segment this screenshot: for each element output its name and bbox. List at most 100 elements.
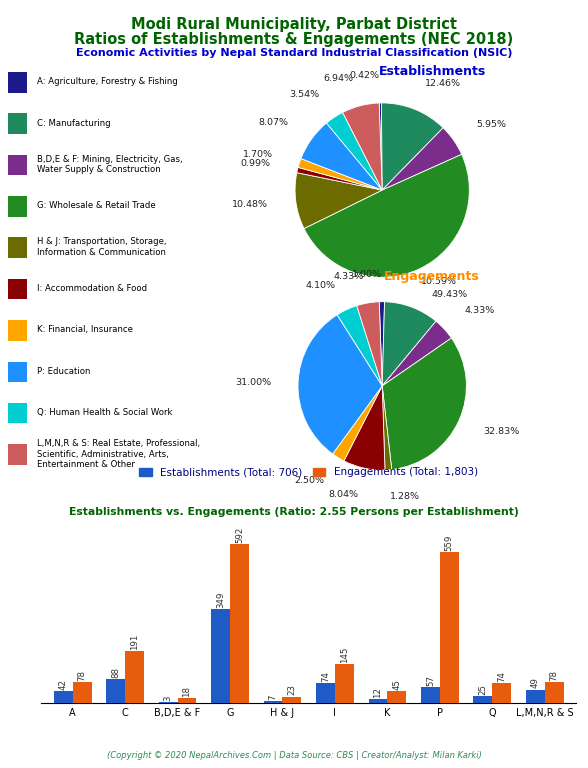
Text: 1.00%: 1.00% [352, 270, 382, 280]
Text: 349: 349 [216, 591, 225, 607]
Text: 78: 78 [78, 670, 86, 680]
Text: 3.54%: 3.54% [289, 90, 319, 98]
FancyBboxPatch shape [8, 444, 27, 465]
Text: 23: 23 [288, 684, 296, 696]
FancyBboxPatch shape [8, 362, 27, 382]
Text: A: Agriculture, Forestry & Fishing: A: Agriculture, Forestry & Fishing [36, 78, 178, 87]
Text: 18: 18 [182, 686, 192, 697]
Text: 0.42%: 0.42% [350, 71, 380, 80]
Text: 10.59%: 10.59% [422, 277, 457, 286]
Wedge shape [382, 321, 452, 386]
Text: 12: 12 [373, 687, 382, 698]
Text: 4.10%: 4.10% [305, 280, 335, 290]
Wedge shape [298, 315, 382, 454]
Text: 45: 45 [392, 679, 402, 690]
Text: Ratios of Establishments & Engagements (NEC 2018): Ratios of Establishments & Engagements (… [74, 32, 514, 48]
Text: 145: 145 [340, 646, 349, 663]
Text: H & J: Transportation, Storage,
Information & Communication: H & J: Transportation, Storage, Informat… [36, 237, 166, 257]
Wedge shape [379, 103, 382, 190]
Bar [369, 700, 387, 703]
Bar [544, 682, 564, 703]
Bar [440, 552, 459, 703]
Text: Establishments vs. Engagements (Ratio: 2.55 Persons per Establishment): Establishments vs. Engagements (Ratio: 2… [69, 507, 519, 517]
Text: C: Manufacturing: C: Manufacturing [36, 119, 110, 127]
Bar [106, 679, 125, 703]
FancyBboxPatch shape [8, 320, 27, 341]
Wedge shape [295, 173, 382, 229]
Text: K: Financial, Insurance: K: Financial, Insurance [36, 326, 132, 335]
Wedge shape [297, 167, 382, 190]
Text: 7: 7 [269, 694, 278, 700]
Text: Modi Rural Municipality, Parbat District: Modi Rural Municipality, Parbat District [131, 17, 457, 32]
Text: 4.33%: 4.33% [464, 306, 495, 316]
FancyBboxPatch shape [8, 403, 27, 423]
Wedge shape [379, 302, 385, 386]
Text: (Copyright © 2020 NepalArchives.Com | Data Source: CBS | Creator/Analyst: Milan : (Copyright © 2020 NepalArchives.Com | Da… [106, 751, 482, 760]
Text: Q: Human Health & Social Work: Q: Human Health & Social Work [36, 408, 172, 417]
Bar [387, 690, 406, 703]
Wedge shape [304, 154, 469, 277]
Wedge shape [301, 123, 382, 190]
Bar [178, 698, 196, 703]
Text: 74: 74 [321, 670, 330, 682]
Bar [473, 696, 492, 703]
Text: 31.00%: 31.00% [235, 378, 271, 387]
Bar [335, 664, 354, 703]
Bar [421, 687, 440, 703]
Text: Economic Activities by Nepal Standard Industrial Classification (NSIC): Economic Activities by Nepal Standard In… [76, 48, 512, 58]
Wedge shape [343, 103, 382, 190]
Text: I: Accommodation & Food: I: Accommodation & Food [36, 284, 146, 293]
Wedge shape [298, 158, 382, 190]
Text: 88: 88 [111, 667, 120, 678]
Text: 8.04%: 8.04% [328, 490, 358, 499]
Bar [526, 690, 544, 703]
Text: 12.46%: 12.46% [425, 79, 461, 88]
Bar [316, 683, 335, 703]
Text: 0.99%: 0.99% [240, 159, 270, 168]
Text: 25: 25 [479, 684, 487, 695]
Wedge shape [357, 302, 382, 386]
Wedge shape [326, 112, 382, 190]
Text: 10.48%: 10.48% [232, 200, 268, 210]
Bar [125, 651, 144, 703]
FancyBboxPatch shape [8, 279, 27, 300]
Text: 32.83%: 32.83% [483, 427, 520, 436]
Bar [211, 609, 230, 703]
Bar [73, 682, 92, 703]
Text: Establishments: Establishments [379, 65, 486, 78]
Text: 1.70%: 1.70% [243, 150, 273, 159]
Text: P: Education: P: Education [36, 367, 90, 376]
Bar [54, 691, 73, 703]
Wedge shape [337, 306, 382, 386]
FancyBboxPatch shape [8, 237, 27, 258]
FancyBboxPatch shape [8, 155, 27, 175]
Wedge shape [382, 127, 462, 190]
Text: 8.07%: 8.07% [259, 118, 289, 127]
Wedge shape [382, 338, 466, 469]
Text: 191: 191 [130, 634, 139, 650]
Legend: Establishments (Total: 706), Engagements (Total: 1,803): Establishments (Total: 706), Engagements… [135, 463, 482, 482]
Bar [492, 683, 511, 703]
Text: 49.43%: 49.43% [431, 290, 467, 299]
Text: 74: 74 [497, 670, 506, 682]
Bar [230, 544, 249, 703]
Text: B,D,E & F: Mining, Electricity, Gas,
Water Supply & Construction: B,D,E & F: Mining, Electricity, Gas, Wat… [36, 154, 182, 174]
FancyBboxPatch shape [8, 72, 27, 93]
FancyBboxPatch shape [8, 196, 27, 217]
Text: 4.33%: 4.33% [333, 272, 363, 281]
Bar [263, 701, 282, 703]
Bar [282, 697, 302, 703]
Text: 6.94%: 6.94% [323, 74, 353, 83]
Text: Engagements: Engagements [385, 270, 480, 283]
Text: 42: 42 [59, 680, 68, 690]
Wedge shape [344, 386, 385, 470]
Wedge shape [382, 386, 392, 470]
Wedge shape [333, 386, 382, 461]
Wedge shape [382, 103, 443, 190]
Bar [159, 702, 178, 703]
FancyBboxPatch shape [8, 114, 27, 134]
Wedge shape [382, 302, 436, 386]
Text: 592: 592 [235, 526, 244, 542]
Text: 57: 57 [426, 675, 435, 687]
Text: G: Wholesale & Retail Trade: G: Wholesale & Retail Trade [36, 201, 155, 210]
